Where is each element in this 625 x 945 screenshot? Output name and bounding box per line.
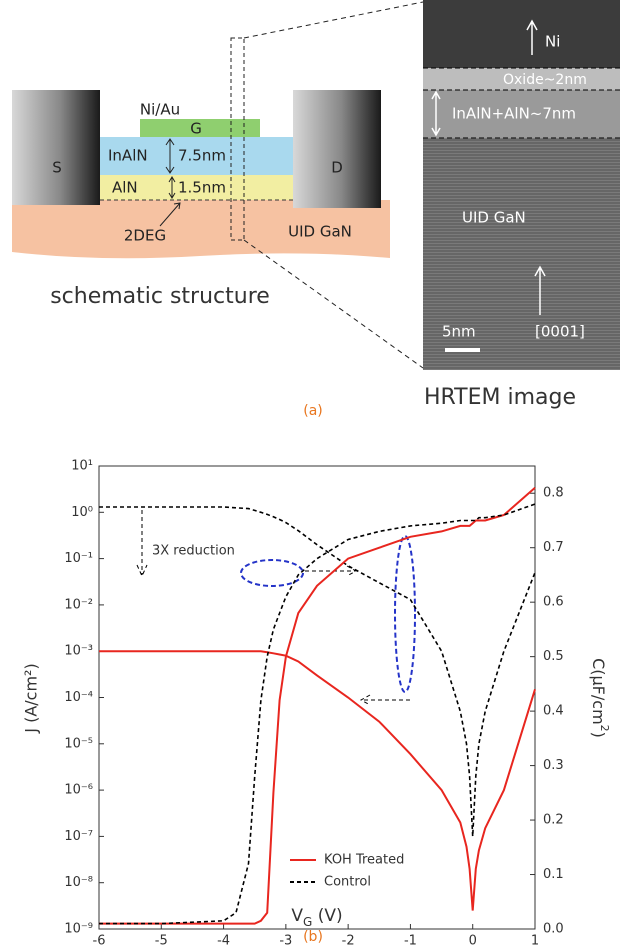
annotation: 3X reduction (152, 544, 235, 559)
y2-tick-label: 0.4 (543, 704, 564, 719)
series-line (99, 504, 535, 923)
y2-tick-label: 0.2 (543, 813, 564, 828)
drain-contact (293, 90, 381, 208)
label: AlN (112, 179, 138, 197)
y-axis-label: J (A/cm²) (22, 663, 41, 733)
label: UID GaN (462, 209, 526, 227)
x-tick-label: -5 (155, 934, 168, 945)
label: D (331, 159, 343, 177)
figure: Ni/Au G InAlN 7.5nm S D AlN 1.5nm 2DEG U… (0, 0, 625, 945)
chart: J (A/cm²) C(μF/cm2) VG (V) 3X reduction … (22, 459, 612, 945)
y2-tick-label: 0.6 (543, 595, 564, 610)
y-tick-label: 10⁻² (64, 597, 93, 612)
label: Oxide~2nm (503, 72, 587, 88)
label: InAlN+AlN~7nm (452, 105, 576, 123)
y-tick-label: 10⁻¹ (64, 551, 93, 566)
label-part: ) (590, 732, 609, 738)
x-tick-label: -2 (342, 934, 355, 945)
y-tick-label: 10¹ (71, 459, 93, 474)
label-part: V (291, 906, 303, 926)
y-tick-label: 10⁻⁵ (64, 736, 93, 751)
y-tick-label: 10⁻⁶ (64, 783, 93, 798)
y-tick-label: 10⁰ (71, 505, 93, 520)
annotation-arrow (137, 510, 147, 576)
caption: schematic structure (50, 284, 270, 309)
x-tick-label: -6 (93, 934, 106, 945)
axis-arrow (361, 695, 410, 705)
legend-label: KOH Treated (324, 853, 404, 868)
label: 7.5nm (178, 147, 226, 165)
highlight-ellipse (395, 536, 415, 692)
source-contact (12, 90, 100, 205)
x-tick-label: -4 (217, 934, 230, 945)
schematic: Ni/Au G InAlN 7.5nm S D AlN 1.5nm 2DEG U… (12, 2, 423, 368)
y2-tick-label: 0.8 (543, 486, 564, 501)
label: UID GaN (288, 223, 352, 241)
y2-tick-label: 0.5 (543, 649, 564, 664)
panel-label: (a) (303, 403, 323, 419)
y-tick-label: 10⁻⁷ (64, 829, 93, 844)
label-part: (V) (312, 906, 342, 926)
label: Ni (545, 33, 560, 51)
label: 1.5nm (178, 179, 226, 197)
label-part: 2 (598, 725, 611, 732)
scale-bar (445, 348, 480, 352)
label: 5nm (442, 323, 476, 341)
x-tick-label: 0 (469, 934, 477, 945)
zoom-line (244, 2, 423, 38)
zoom-line (244, 240, 423, 368)
series-line (99, 651, 535, 910)
label: 2DEG (124, 227, 166, 245)
y2-tick-label: 0.0 (543, 922, 564, 937)
panel-label: (b) (303, 929, 323, 945)
y2-tick-label: 0.1 (543, 867, 564, 882)
y-tick-label: 10⁻⁴ (64, 690, 93, 705)
x-tick-label: -1 (404, 934, 417, 945)
y-tick-label: 10⁻⁸ (64, 875, 93, 890)
x-axis-label: VG (V) (291, 906, 342, 929)
hrtem-image: Ni Oxide~2nm InAlN+AlN~7nm UID GaN 5nm [… (423, 0, 620, 410)
label-part: G (303, 915, 312, 929)
label: G (190, 120, 202, 138)
label: Ni/Au (140, 101, 180, 119)
x-tick-label: 1 (531, 934, 539, 945)
plot-frame (99, 466, 535, 929)
label: InAlN (108, 147, 148, 165)
caption: HRTEM image (424, 385, 576, 410)
y2-tick-label: 0.3 (543, 758, 564, 773)
label-part: C(μF/cm (590, 658, 609, 725)
x-tick-label: -3 (279, 934, 292, 945)
y2-tick-label: 0.7 (543, 540, 564, 555)
label: S (52, 159, 62, 177)
y-tick-label: 10⁻⁹ (64, 922, 93, 937)
y2-axis-label: C(μF/cm2) (590, 658, 612, 738)
y-tick-label: 10⁻³ (64, 644, 93, 659)
label: [0001] (535, 323, 585, 341)
ni-region (423, 0, 620, 68)
legend-label: Control (324, 875, 371, 890)
